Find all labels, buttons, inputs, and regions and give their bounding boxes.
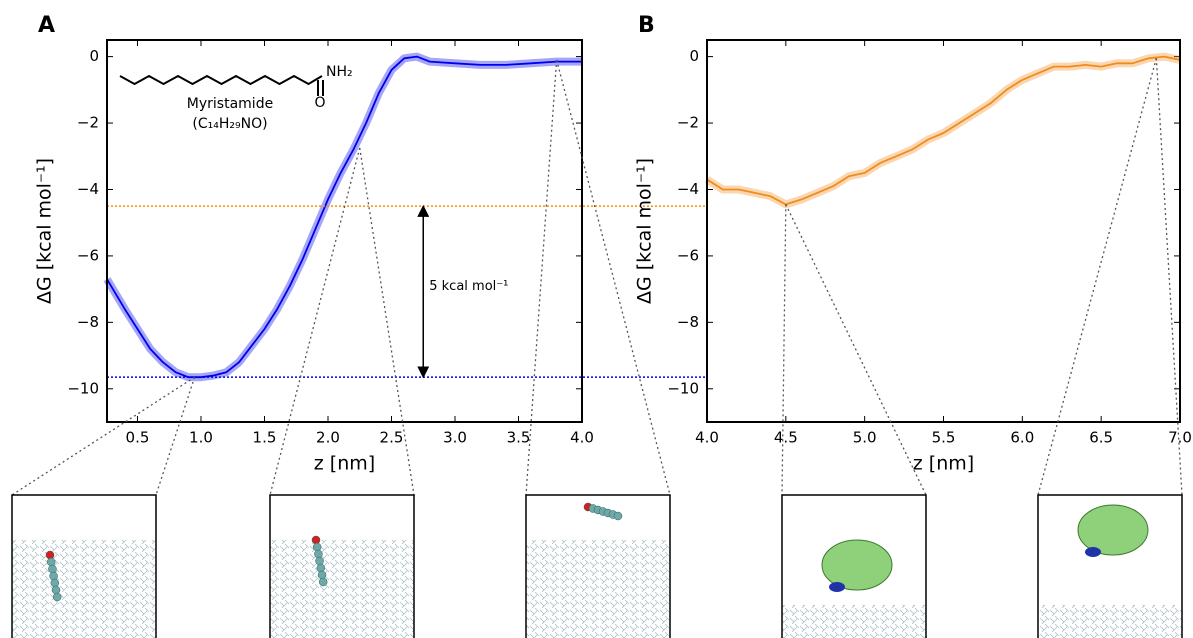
- atom: [316, 563, 326, 573]
- snapshot-connector: [525, 59, 558, 496]
- plot-frame: [706, 39, 1181, 423]
- membrane: [270, 540, 414, 638]
- snapshot-connector: [269, 147, 361, 496]
- snapshot-connector: [359, 147, 415, 496]
- uncertainty-band: [103, 52, 582, 382]
- plot-frame: [106, 39, 583, 423]
- panel-label: B: [638, 13, 655, 38]
- atom: [52, 592, 62, 602]
- atom: [311, 535, 321, 545]
- y-tick-label: −8: [77, 313, 99, 331]
- x-tick-label: 2.0: [316, 429, 340, 447]
- atom: [46, 557, 56, 567]
- snapshot-frame: [1037, 494, 1183, 638]
- atom: [51, 585, 61, 595]
- x-tick-label: 3.0: [443, 429, 467, 447]
- protein-helix: [1085, 547, 1101, 557]
- x-axis-label: z [nm]: [314, 453, 375, 475]
- x-tick-label: 4.0: [570, 429, 594, 447]
- molecule-skeleton: [119, 74, 323, 86]
- x-tick-label: 1.5: [253, 429, 277, 447]
- x-tick-label: 5.0: [853, 429, 877, 447]
- snapshot-connector: [781, 204, 787, 496]
- membrane: [526, 540, 670, 638]
- atom: [315, 556, 324, 566]
- protein-helix: [829, 582, 845, 592]
- x-tick-label: 6.0: [1010, 429, 1034, 447]
- annotation: 5 kcal mol⁻¹: [429, 279, 508, 294]
- snapshot-connector: [785, 204, 927, 496]
- x-tick-label: 0.5: [126, 429, 150, 447]
- snapshot-frame: [269, 494, 415, 638]
- line-series: [106, 55, 582, 379]
- snapshot-connector: [155, 376, 196, 496]
- atom: [318, 577, 328, 587]
- y-tick-label: −6: [77, 246, 99, 264]
- x-tick-label: 4.5: [774, 429, 798, 447]
- x-tick-label: 5.5: [932, 429, 956, 447]
- y-tick-label: −6: [677, 246, 699, 264]
- x-tick-label: 7.0: [1168, 429, 1192, 447]
- snapshot-connector: [1037, 58, 1157, 496]
- line-series: [706, 55, 1181, 206]
- y-tick-label: −4: [77, 180, 99, 198]
- x-tick-label: 3.5: [507, 429, 531, 447]
- atom: [48, 564, 57, 574]
- protein: [1077, 504, 1149, 556]
- uncertainty-band: [704, 52, 1181, 209]
- snapshot-frame: [11, 494, 157, 638]
- molecule-name: Myristamide: [187, 96, 273, 112]
- atom: [45, 550, 55, 560]
- y-tick-label: 0: [689, 47, 699, 65]
- atom: [50, 578, 60, 588]
- membrane: [1038, 605, 1182, 638]
- x-tick-label: 1.0: [189, 429, 213, 447]
- y-tick-label: −2: [77, 114, 99, 132]
- panel-label: A: [38, 13, 55, 38]
- snapshot-frame: [781, 494, 927, 638]
- protein: [821, 539, 893, 591]
- x-tick-label: 4.0: [695, 429, 719, 447]
- snapshot-frame: [525, 494, 671, 638]
- y-tick-label: −10: [667, 379, 699, 397]
- y-axis-label: ΔG [kcal mol⁻¹]: [634, 158, 656, 304]
- atom: [613, 511, 623, 521]
- atom: [312, 542, 322, 552]
- atom: [49, 571, 58, 581]
- membrane: [12, 540, 156, 638]
- membrane: [782, 605, 926, 638]
- x-tick-label: 6.5: [1089, 429, 1113, 447]
- y-tick-label: −2: [677, 114, 699, 132]
- atom: [314, 549, 323, 559]
- y-axis-label: ΔG [kcal mol⁻¹]: [34, 158, 56, 304]
- x-tick-label: 2.5: [380, 429, 404, 447]
- atom: [317, 570, 327, 580]
- molecule-group: NH₂: [326, 64, 353, 80]
- snapshot-connector: [11, 376, 195, 496]
- molecule-formula: (C₁₄H₂₉NO): [192, 116, 267, 132]
- y-tick-label: −10: [67, 379, 99, 397]
- y-tick-label: −8: [677, 313, 699, 331]
- y-tick-label: 0: [89, 47, 99, 65]
- x-axis-label: z [nm]: [913, 453, 974, 475]
- molecule-oxygen: O: [314, 95, 325, 111]
- y-tick-label: −4: [677, 180, 699, 198]
